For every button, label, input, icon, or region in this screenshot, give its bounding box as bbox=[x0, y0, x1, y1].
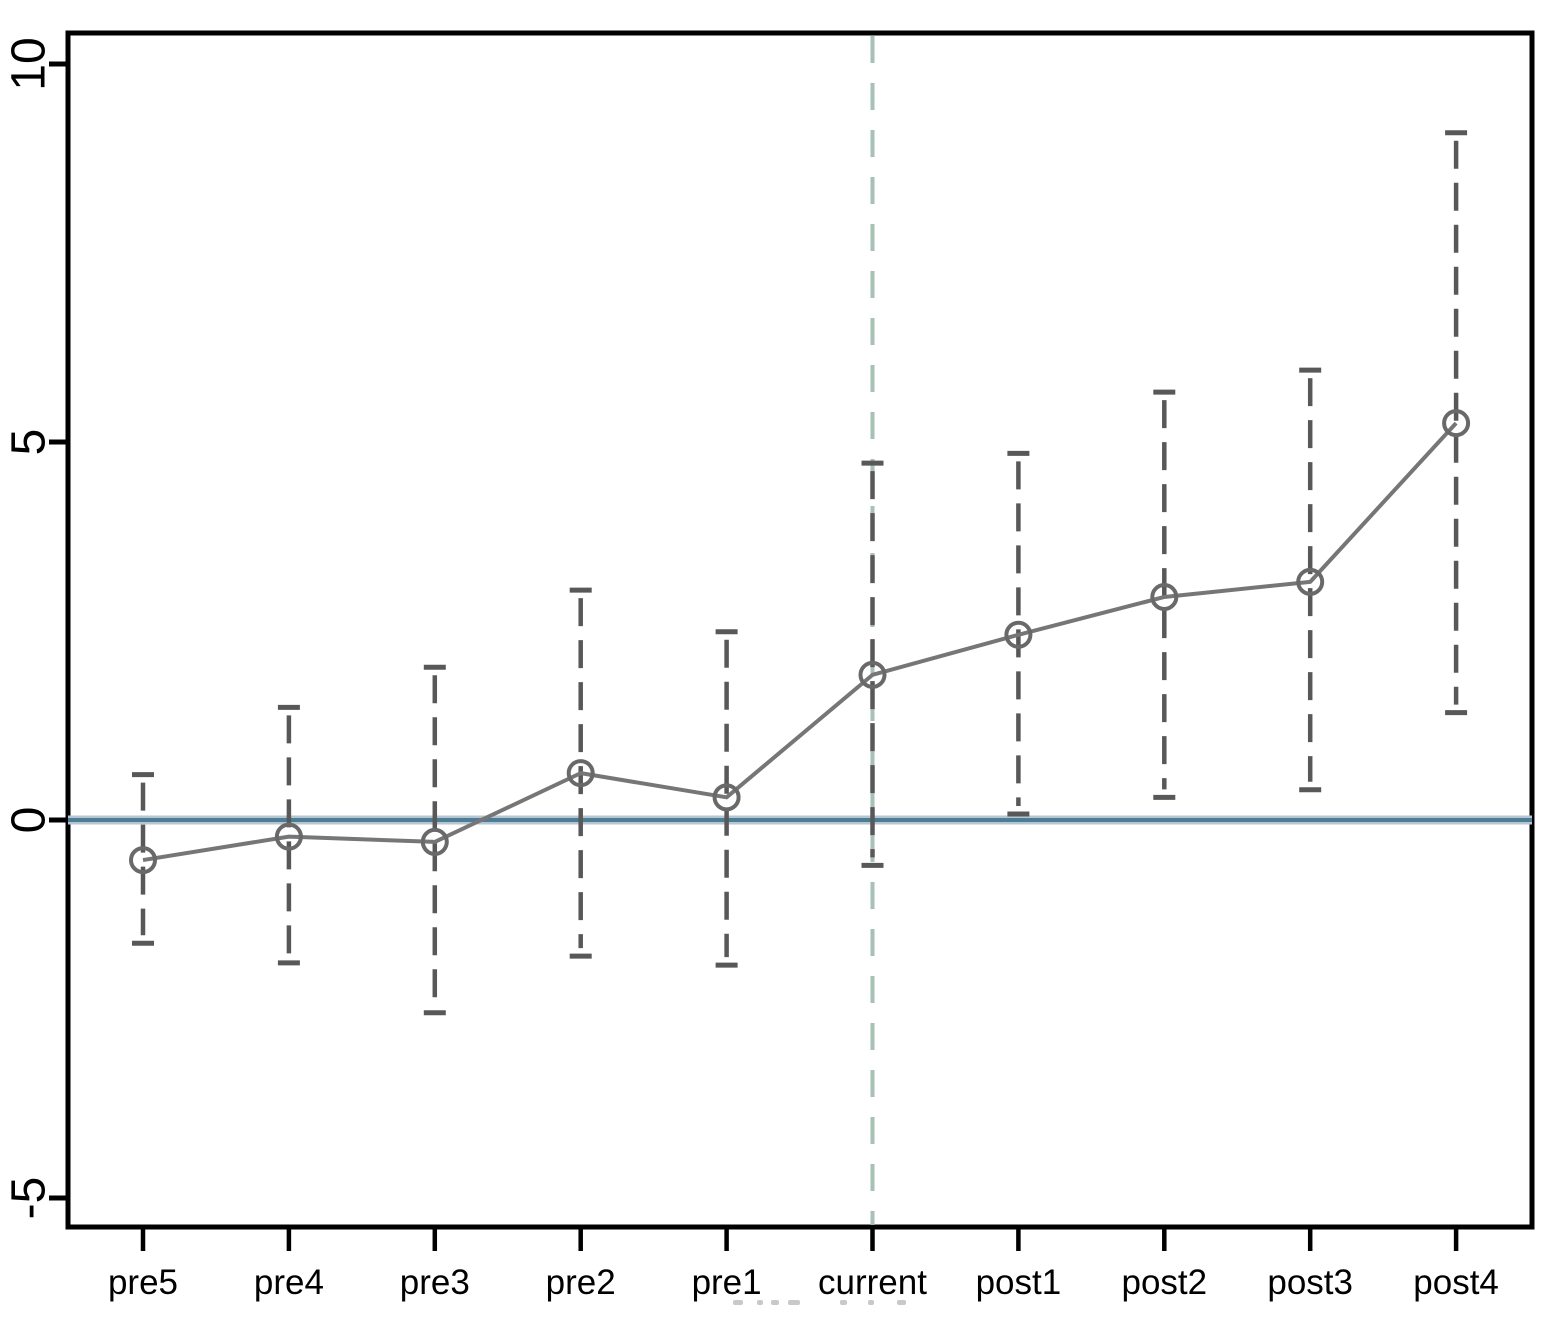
y-axis-tick-label: -5 bbox=[3, 1177, 56, 1220]
data-point-marker-pre4 bbox=[274, 822, 303, 851]
data-point-marker-pre3 bbox=[420, 827, 449, 856]
artifact-mark bbox=[771, 1300, 779, 1305]
x-axis-tick-label-pre4: pre4 bbox=[254, 1263, 324, 1302]
ci-whisker-post2 bbox=[1153, 389, 1176, 800]
x-axis-tick-label-post2: post2 bbox=[1121, 1263, 1207, 1302]
x-axis-tick-label-pre2: pre2 bbox=[546, 1263, 616, 1302]
y-axis-tick-label: 5 bbox=[3, 429, 56, 456]
artifact-mark bbox=[840, 1300, 847, 1305]
artifact-mark bbox=[788, 1300, 800, 1305]
plot-border bbox=[65, 30, 1535, 1230]
x-axis-tick-label-post3: post3 bbox=[1267, 1263, 1353, 1302]
data-point-marker-post3 bbox=[1296, 567, 1325, 596]
data-point-marker-pre5 bbox=[129, 846, 157, 875]
artifact-mark bbox=[897, 1300, 906, 1305]
artifact-mark bbox=[733, 1300, 743, 1305]
data-point-marker-current bbox=[858, 660, 887, 689]
ci-whisker-pre5 bbox=[132, 772, 154, 946]
y-axis-tick-label: 0 bbox=[3, 807, 56, 834]
y-axis-tick-label: 10 bbox=[3, 37, 56, 90]
x-axis-tick-label-pre1: pre1 bbox=[692, 1263, 762, 1302]
data-point-marker-post2 bbox=[1150, 582, 1179, 611]
data-point-marker-post1 bbox=[1004, 620, 1033, 649]
artifact-mark bbox=[757, 1300, 763, 1305]
ci-whisker-post3 bbox=[1299, 367, 1322, 793]
data-point-marker-pre2 bbox=[566, 759, 595, 788]
ci-whisker-post4 bbox=[1445, 130, 1468, 716]
ci-whisker-pre1 bbox=[715, 629, 738, 968]
cropped-text-artifact bbox=[733, 1300, 906, 1305]
x-axis-tick-label-pre3: pre3 bbox=[400, 1263, 470, 1302]
x-axis-tick-label-current: current bbox=[818, 1263, 927, 1302]
x-axis-tick-label-post1: post1 bbox=[976, 1263, 1062, 1302]
estimate-line bbox=[142, 421, 1458, 863]
data-point-marker-post4 bbox=[1442, 409, 1471, 438]
data-point-marker-pre1 bbox=[712, 783, 741, 812]
artifact-mark bbox=[868, 1300, 874, 1305]
x-axis-tick-label-pre5: pre5 bbox=[108, 1263, 178, 1302]
ci-whisker-pre4 bbox=[277, 704, 300, 966]
ci-whisker-pre3 bbox=[423, 664, 446, 1016]
x-axis-tick-label-post4: post4 bbox=[1413, 1263, 1499, 1302]
